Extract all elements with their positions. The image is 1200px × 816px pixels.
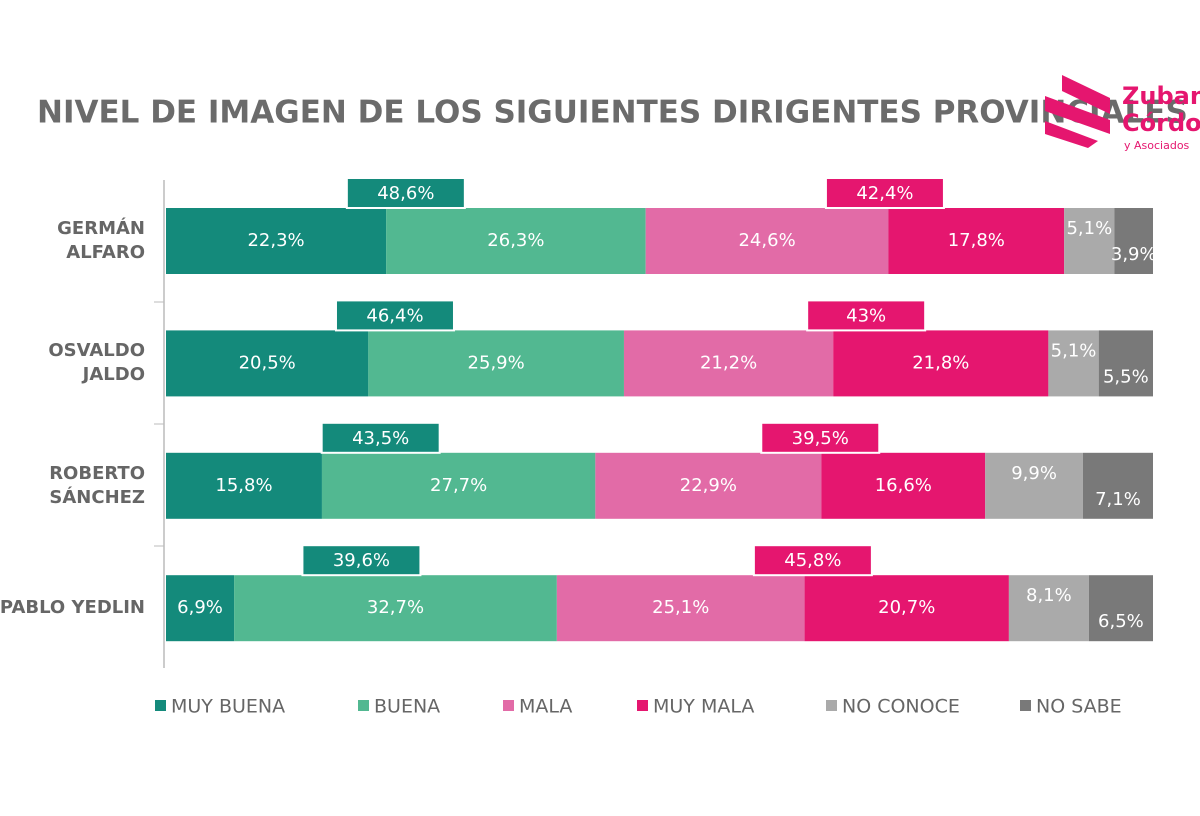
value-label: 5,1% (1051, 340, 1097, 361)
bar-segment (821, 452, 986, 519)
bar-segment (1098, 330, 1153, 397)
value-label: 7,1% (1095, 489, 1141, 510)
value-label: 20,7% (878, 597, 935, 618)
value-label: 8,1% (1026, 585, 1072, 606)
total-label: 45,8% (784, 550, 841, 571)
legend-label: NO SABE (1036, 696, 1122, 718)
bar-segment (833, 330, 1049, 397)
value-label: 9,9% (1011, 463, 1057, 484)
value-label: 25,9% (468, 352, 525, 373)
legend-label: MUY BUENA (171, 696, 285, 718)
total-box (320, 421, 441, 454)
total-box (334, 299, 455, 332)
total-box (824, 177, 945, 209)
total-label: 43% (846, 305, 886, 326)
bar-segment (1048, 330, 1099, 397)
total-box (345, 177, 466, 209)
bar-segment (556, 575, 805, 642)
legend-swatch (503, 700, 514, 711)
total-box (301, 544, 422, 577)
value-label: 24,6% (738, 230, 795, 251)
bar-segment (1064, 208, 1115, 274)
category-label: PABLO YEDLIN (0, 597, 145, 619)
bar-segment (804, 575, 1009, 642)
bar-segment (985, 452, 1083, 519)
bar-segment (645, 208, 889, 274)
value-label: 6,5% (1098, 611, 1144, 632)
value-label: 15,8% (215, 475, 272, 496)
value-label: 22,3% (247, 230, 304, 251)
chart-title: NIVEL DE IMAGEN DE LOS SIGUIENTES DIRIGE… (37, 95, 1188, 131)
total-label: 39,5% (792, 428, 849, 449)
legend-swatch (637, 700, 648, 711)
legend-label: MALA (519, 696, 572, 718)
value-label: 22,9% (680, 475, 737, 496)
legend-swatch (155, 700, 166, 711)
total-label: 43,5% (352, 428, 409, 449)
category-label: GERMÁN ALFARO (57, 218, 145, 263)
logo-subtext: y Asociados (1124, 139, 1190, 152)
value-label: 21,2% (700, 352, 757, 373)
bar-segment (623, 330, 834, 397)
value-label: 20,5% (239, 352, 296, 373)
value-label: 17,8% (948, 230, 1005, 251)
legend-swatch (358, 700, 369, 711)
bar-segment (166, 208, 387, 274)
value-label: 25,1% (652, 597, 709, 618)
bar-segment (1114, 208, 1153, 274)
bar-segment (1082, 452, 1153, 519)
legend-label: BUENA (374, 696, 440, 718)
legend-swatch (1020, 700, 1031, 711)
logo-mark (1045, 75, 1110, 148)
bar-segment (234, 575, 557, 642)
total-box (760, 421, 881, 454)
value-label: 32,7% (367, 597, 424, 618)
total-label: 46,4% (366, 305, 423, 326)
total-label: 39,6% (333, 550, 390, 571)
logo-text: Córdob (1122, 109, 1200, 137)
bar-segment (166, 452, 322, 519)
value-label: 5,5% (1103, 366, 1149, 387)
value-label: 6,9% (177, 597, 223, 618)
total-label: 42,4% (856, 183, 913, 204)
total-box (806, 299, 927, 332)
bar-segment (386, 208, 646, 274)
legend-label: NO CONOCE (842, 696, 960, 718)
bar-segment (595, 452, 822, 519)
total-box (752, 544, 873, 577)
bar-segment (321, 452, 596, 519)
category-label: ROBERTO SÁNCHEZ (49, 462, 145, 508)
bar-segment (888, 208, 1065, 274)
legend-swatch (826, 700, 837, 711)
legend-label: MUY MALA (653, 696, 754, 718)
bar-segment (1008, 575, 1089, 642)
value-label: 5,1% (1066, 218, 1112, 239)
logo-text: Zuban (1122, 82, 1200, 110)
value-label: 16,6% (875, 475, 932, 496)
bar-segment (368, 330, 624, 397)
value-label: 26,3% (487, 230, 544, 251)
total-label: 48,6% (377, 183, 434, 204)
bar-segment (166, 575, 235, 642)
bar-segment (1088, 575, 1153, 642)
value-label: 21,8% (912, 352, 969, 373)
bar-segment (166, 330, 369, 397)
value-label: 3,9% (1111, 244, 1157, 265)
value-label: 27,7% (430, 475, 487, 496)
category-label: OSVALDO JALDO (48, 340, 145, 386)
